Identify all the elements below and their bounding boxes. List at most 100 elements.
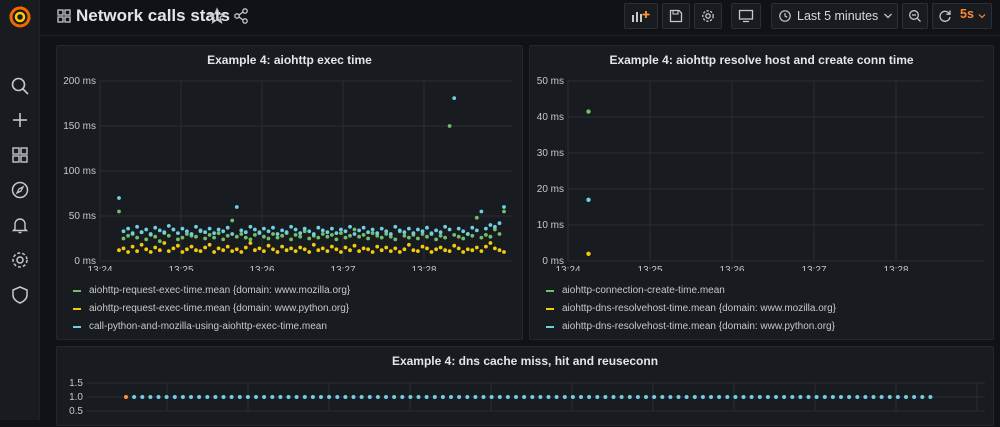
x-tick-label: 13:26 <box>249 265 274 271</box>
time-range-picker[interactable]: Last 5 minutes <box>771 3 898 29</box>
data-point <box>189 244 194 249</box>
x-tick-label: 13:24 <box>555 265 580 271</box>
data-point <box>334 231 339 236</box>
server-admin-shield-icon[interactable] <box>10 285 30 305</box>
data-point <box>497 395 502 399</box>
data-point <box>447 227 452 232</box>
tv-mode-button[interactable] <box>731 3 761 29</box>
data-point <box>320 232 325 236</box>
data-point <box>497 221 502 226</box>
data-point <box>668 395 673 399</box>
data-point <box>205 395 210 399</box>
data-point <box>379 248 384 253</box>
data-point <box>275 232 280 236</box>
data-point <box>213 395 218 399</box>
data-point <box>489 395 494 399</box>
data-point <box>434 228 438 233</box>
data-point <box>822 395 827 399</box>
data-point <box>447 249 452 254</box>
star-icon[interactable] <box>208 7 226 25</box>
data-point <box>117 248 121 253</box>
data-point <box>153 234 158 239</box>
create-plus-icon[interactable] <box>10 110 30 130</box>
y-tick-label: 50 ms <box>69 211 96 222</box>
clock-icon <box>779 10 791 22</box>
data-point <box>157 239 162 244</box>
data-point <box>221 248 226 253</box>
legend-item-python[interactable]: aiohttp-request-exec-time.mean {domain: … <box>73 300 350 318</box>
data-point <box>302 395 307 399</box>
data-point <box>393 224 398 229</box>
refresh-picker[interactable] <box>932 3 992 29</box>
dns-cache-scatter-chart[interactable]: 0.5 1.0 1.5 <box>57 347 995 427</box>
legend-item-dns-python[interactable]: aiohttp-dns-resolvehost-time.mean {domai… <box>546 318 836 336</box>
data-point <box>579 395 583 399</box>
data-point <box>216 246 221 251</box>
data-point <box>830 395 835 399</box>
data-point <box>352 227 357 232</box>
data-point <box>189 395 193 399</box>
data-point <box>293 233 298 237</box>
data-point <box>765 395 770 399</box>
refresh-interval-label[interactable]: 5s <box>960 7 974 21</box>
legend-item-dns-mozilla[interactable]: aiohttp-dns-resolvehost-time.mean {domai… <box>546 300 836 318</box>
panel-title[interactable]: Example 4: dns cache miss, hit and reuse… <box>391 354 659 368</box>
data-point <box>474 228 479 233</box>
data-point <box>216 227 221 232</box>
exec-time-scatter-chart[interactable]: 0 ms 50 ms 100 ms 150 ms 200 ms 13:24 13:25 13:… <box>57 46 524 271</box>
grafana-logo-icon[interactable] <box>9 6 31 28</box>
data-point <box>121 236 126 241</box>
share-icon[interactable] <box>232 7 250 25</box>
data-point <box>270 395 275 399</box>
data-point <box>370 227 375 232</box>
data-point <box>351 395 356 399</box>
data-point <box>488 234 493 239</box>
explore-compass-icon[interactable] <box>10 180 30 200</box>
data-point <box>456 226 461 231</box>
data-point <box>198 228 203 233</box>
data-point <box>243 230 248 235</box>
zoom-out-button[interactable] <box>902 3 928 29</box>
data-point <box>262 395 267 399</box>
chart-legend: aiohttp-connection-create-time.mean aioh… <box>546 282 836 336</box>
data-point <box>465 247 470 252</box>
data-point <box>457 395 462 399</box>
data-point <box>505 395 510 399</box>
data-point <box>407 226 411 231</box>
data-point <box>717 395 722 399</box>
save-dashboard-button[interactable] <box>662 3 690 29</box>
dashboard-title[interactable]: Network calls stats <box>76 6 231 25</box>
data-point <box>262 249 266 254</box>
data-point <box>319 395 323 399</box>
data-point <box>126 233 130 238</box>
data-point <box>370 231 375 236</box>
dashboard-settings-button[interactable] <box>694 3 722 29</box>
alerting-bell-icon[interactable] <box>10 215 30 235</box>
data-point <box>484 226 488 231</box>
legend-item-mozilla[interactable]: aiohttp-request-exec-time.mean {domain: … <box>73 282 350 300</box>
data-point <box>135 249 139 254</box>
data-point <box>148 395 153 399</box>
data-point <box>171 227 176 232</box>
data-point <box>275 250 280 254</box>
data-point <box>126 226 130 231</box>
panel-title[interactable]: Example 4: aiohttp resolve host and crea… <box>609 53 914 67</box>
data-point <box>330 244 334 249</box>
add-panel-button[interactable] <box>624 3 658 29</box>
data-point <box>484 244 488 249</box>
search-icon[interactable] <box>10 76 30 96</box>
data-point <box>212 250 217 254</box>
configuration-gear-icon[interactable] <box>10 250 30 270</box>
dashboards-grid-icon[interactable] <box>10 145 30 165</box>
legend-item-call-python-and-mozilla[interactable]: call-python-and-mozilla-using-aiohttp-ex… <box>73 318 350 336</box>
data-point <box>320 246 325 251</box>
data-point <box>310 395 315 399</box>
legend-item-connection-create[interactable]: aiohttp-connection-create-time.mean <box>546 282 836 300</box>
panel-title[interactable]: Example 4: aiohttp exec time <box>207 53 372 67</box>
data-point <box>438 245 443 250</box>
resolve-host-scatter-chart[interactable]: 0 ms 10 ms 20 ms 30 ms 40 ms 50 ms 13:24 13:25 1… <box>530 46 995 271</box>
data-point <box>473 395 478 399</box>
data-point <box>798 395 803 399</box>
data-point <box>440 395 445 399</box>
data-point <box>298 231 303 236</box>
